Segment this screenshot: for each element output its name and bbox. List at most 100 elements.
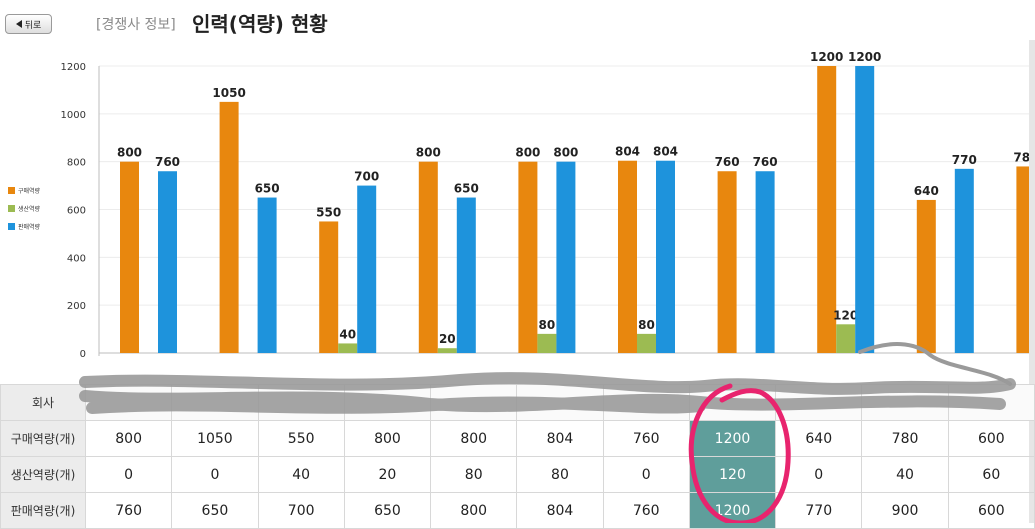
row-header: 생산역량(개)	[0, 456, 86, 493]
table-cell: 780	[861, 420, 949, 457]
data-table: 회사 구매역량(개) 800 1050 550 800 800 804 760 1200 640 7…	[0, 384, 1035, 529]
table-cell: 80	[516, 456, 604, 493]
bar	[755, 171, 775, 353]
company-name-cell[interactable]	[947, 384, 1035, 421]
page-title: 인력(역량) 현황	[192, 12, 328, 36]
table-cell: 900	[861, 492, 949, 529]
table-cell: 0	[171, 456, 259, 493]
y-tick-label: 1000	[61, 110, 86, 121]
table-cell: 700	[257, 492, 345, 529]
table-row: 구매역량(개) 800 1050 550 800 800 804 760 1200 640 780 6…	[0, 420, 1035, 457]
company-name-cell[interactable]	[430, 384, 518, 421]
legend-swatch	[8, 187, 15, 194]
bar	[120, 161, 139, 353]
bar	[855, 66, 875, 353]
bar-value-label: 800	[515, 146, 540, 160]
bar	[418, 161, 438, 353]
table-cell: 550	[257, 420, 345, 457]
table-cell: 60	[947, 456, 1035, 493]
table-cell: 650	[343, 492, 432, 529]
table-cell: 760	[602, 492, 690, 529]
bar	[338, 343, 358, 353]
bar	[1016, 166, 1029, 353]
table-cell: 1050	[171, 420, 259, 457]
table-cell: 600	[947, 492, 1035, 529]
table-cell: 640	[775, 420, 863, 457]
table-cell: 40	[861, 456, 949, 493]
y-tick-label: 600	[67, 206, 86, 217]
bar-value-label: 40	[339, 327, 356, 341]
company-name-cell[interactable]	[861, 384, 949, 421]
legend-swatch	[8, 223, 15, 230]
table-cell: 600	[947, 420, 1035, 457]
table-cell: 650	[171, 492, 259, 529]
y-tick-label: 0	[80, 349, 86, 360]
bar-value-label: 1200	[848, 50, 881, 64]
y-tick-label: 1200	[61, 62, 86, 73]
bar	[637, 333, 656, 353]
table-cell: 0	[775, 456, 863, 493]
company-name-cell[interactable]	[516, 384, 604, 421]
table-cell: 804	[516, 420, 604, 457]
bar	[319, 221, 339, 353]
company-header: 회사	[0, 384, 86, 421]
bar-value-label: 550	[316, 205, 341, 219]
bar	[817, 66, 837, 353]
bar	[556, 161, 576, 353]
company-name-cell-selected[interactable]	[688, 384, 777, 421]
bar-value-label: 760	[155, 155, 180, 169]
bar-value-label: 760	[715, 155, 740, 169]
bar	[836, 324, 856, 353]
company-row: 회사	[0, 384, 1035, 421]
company-name-cell[interactable]	[602, 384, 690, 421]
bar-value-label: 20	[439, 332, 456, 346]
table-cell: 40	[257, 456, 345, 493]
bar-value-label: 760	[753, 155, 778, 169]
table-cell: 800	[343, 420, 432, 457]
table-row: 판매역량(개) 760 650 700 650 800 804 760 1200 770 900 60…	[0, 492, 1035, 529]
bar	[518, 161, 538, 353]
company-name-cell[interactable]	[775, 384, 863, 421]
bar-value-label: 800	[117, 146, 142, 160]
bar	[158, 171, 177, 353]
table-cell: 800	[430, 420, 518, 457]
company-name-cell[interactable]	[257, 384, 345, 421]
table-cell: 760	[84, 492, 173, 529]
y-tick-label: 800	[67, 158, 86, 169]
bar-value-label: 650	[454, 182, 479, 196]
bar-value-label: 640	[914, 184, 939, 198]
table-cell: 0	[84, 456, 173, 493]
back-button-label: 뒤로	[24, 20, 42, 31]
bar	[219, 101, 239, 353]
page-category: [경쟁사 정보]	[96, 17, 176, 33]
company-name-cell[interactable]	[171, 384, 259, 421]
bar	[717, 171, 737, 353]
bar	[357, 185, 377, 353]
bar	[656, 160, 675, 353]
legend-label: 판매역량	[18, 223, 41, 231]
company-name-cell[interactable]	[84, 384, 173, 421]
table-cell: 1200	[688, 420, 777, 457]
right-scroll-edge	[1029, 40, 1035, 523]
bar-value-label: 804	[615, 145, 640, 159]
bar-value-label: 800	[416, 146, 441, 160]
legend-swatch	[8, 205, 15, 212]
bar	[537, 333, 557, 353]
table-cell: 120	[688, 456, 777, 493]
bar-value-label: 650	[255, 182, 280, 196]
bar-value-label: 120	[833, 308, 858, 322]
row-header: 판매역량(개)	[0, 492, 86, 529]
table-cell: 20	[343, 456, 432, 493]
table-cell: 1200	[688, 492, 777, 529]
bar	[954, 168, 974, 353]
back-arrow-icon	[15, 20, 22, 28]
y-tick-label: 400	[67, 253, 86, 264]
bar-value-label: 1200	[810, 50, 843, 64]
back-button[interactable]: 뒤로	[5, 14, 52, 34]
company-name-cell[interactable]	[343, 384, 432, 421]
bar-value-label: 700	[354, 170, 379, 184]
legend-label: 생산역량	[18, 205, 41, 213]
y-tick-label: 200	[67, 301, 86, 312]
table-row: 생산역량(개) 0 0 40 20 80 80 0 120 0 40 60	[0, 456, 1035, 493]
